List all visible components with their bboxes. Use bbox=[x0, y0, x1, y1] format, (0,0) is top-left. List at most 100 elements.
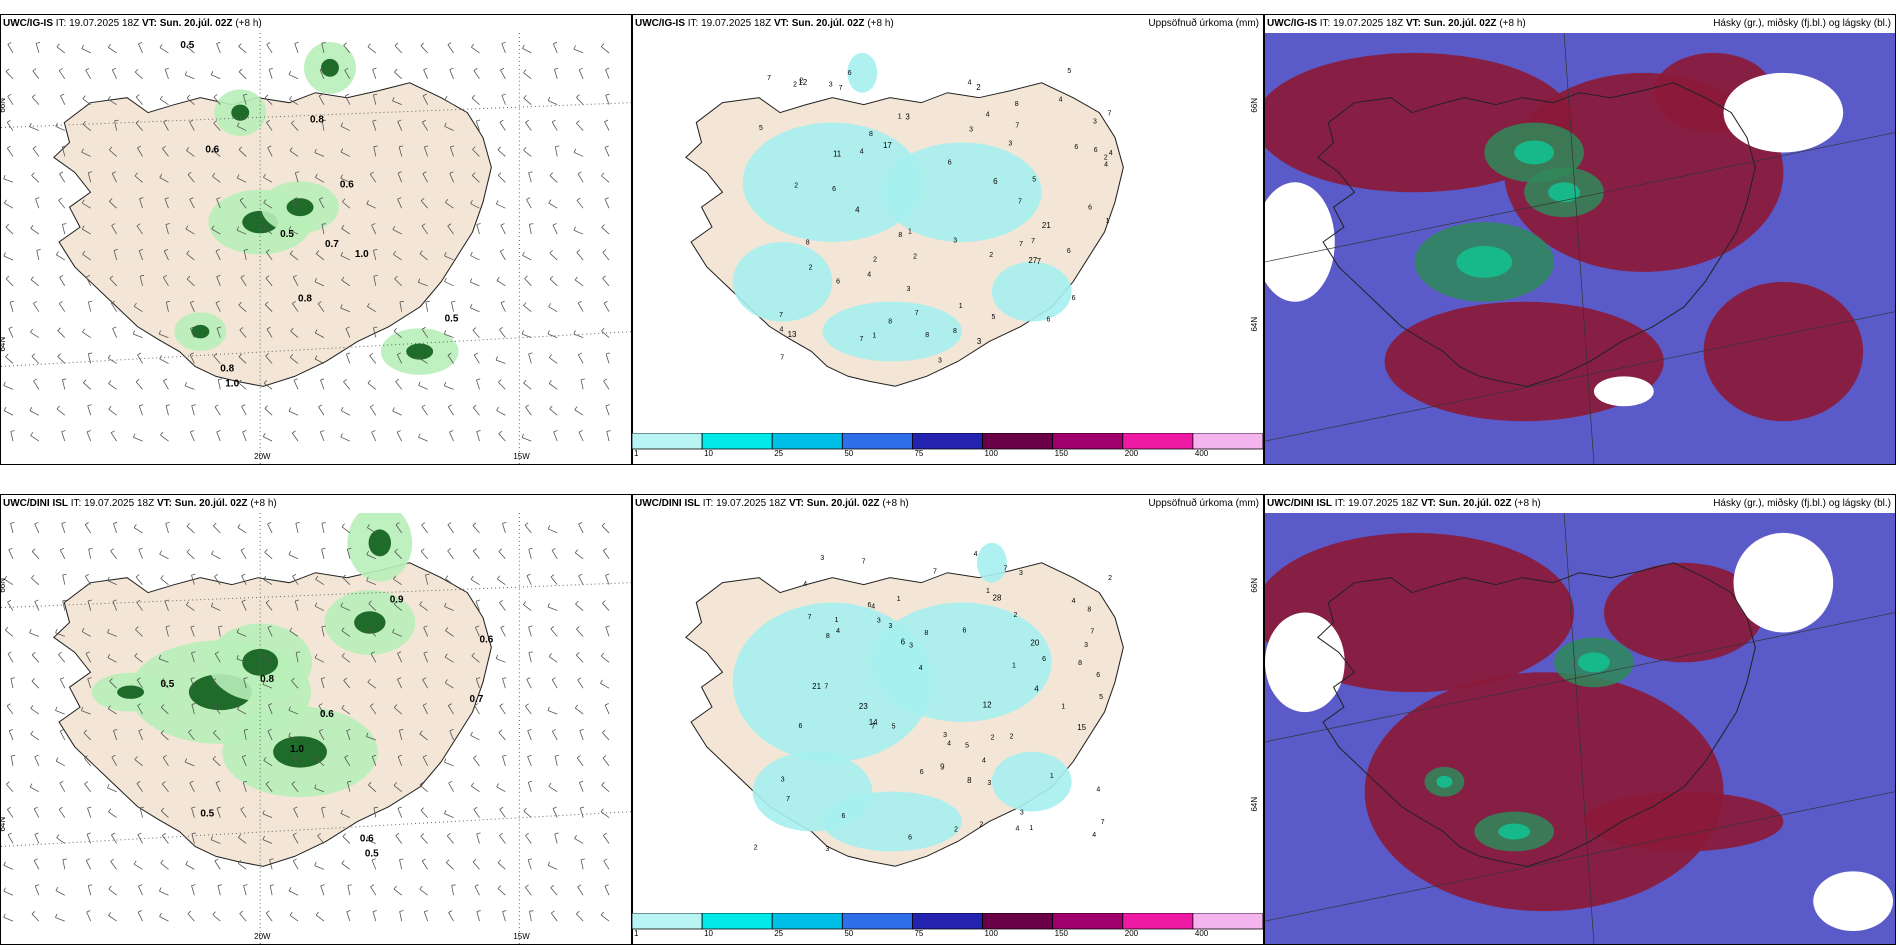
wind-barb bbox=[185, 74, 195, 80]
wind-barb bbox=[30, 228, 40, 235]
wind-barb bbox=[524, 524, 532, 534]
wind-barb bbox=[191, 405, 195, 416]
wind-barb bbox=[547, 710, 558, 715]
wind-barb bbox=[317, 835, 325, 844]
wind-barb bbox=[292, 276, 299, 287]
wind-barb bbox=[8, 549, 14, 559]
wind-barb bbox=[159, 553, 169, 560]
colorbar-tick-label: 10 bbox=[704, 449, 713, 457]
wind-barb bbox=[576, 200, 584, 209]
wind-barb bbox=[601, 525, 610, 534]
wind-barb bbox=[315, 253, 325, 261]
wind-barb bbox=[422, 121, 428, 131]
precip-core bbox=[286, 198, 314, 217]
wind-barb bbox=[31, 175, 40, 183]
graticule-label: 64N bbox=[1, 337, 7, 352]
wind-barb bbox=[59, 782, 66, 792]
wind-barb bbox=[368, 784, 377, 793]
wind-barb bbox=[347, 885, 351, 896]
wind-barb bbox=[87, 678, 92, 689]
svg-text:7: 7 bbox=[859, 336, 863, 343]
wind-barb bbox=[211, 606, 221, 611]
wind-barb bbox=[521, 333, 532, 338]
wind-barb bbox=[601, 46, 610, 54]
panel-header: UWC/DINI ISL IT: 19.07.2025 18Z VT: Sun.… bbox=[635, 498, 1259, 509]
svg-text:1: 1 bbox=[959, 303, 963, 310]
wind-barb bbox=[213, 96, 221, 105]
wind-barb bbox=[366, 203, 376, 209]
wind-barb bbox=[8, 730, 14, 741]
svg-text:6: 6 bbox=[948, 160, 952, 167]
wind-barb bbox=[419, 888, 428, 896]
wind-barb bbox=[499, 122, 506, 131]
svg-text:3: 3 bbox=[969, 126, 973, 133]
colorbar-swatch bbox=[1192, 433, 1263, 450]
wind-barb bbox=[525, 406, 532, 416]
precip-value-label: 0.7 bbox=[325, 239, 339, 250]
wind-barb bbox=[236, 632, 247, 637]
wind-barb bbox=[604, 198, 610, 209]
wind-barb bbox=[475, 121, 480, 131]
wind-barb bbox=[372, 94, 377, 105]
svg-text:4: 4 bbox=[1059, 97, 1063, 104]
wind-barb bbox=[318, 95, 325, 105]
wind-barb bbox=[218, 626, 221, 637]
wind-barb bbox=[578, 782, 584, 792]
wind-barb bbox=[159, 358, 169, 364]
svg-text:1: 1 bbox=[835, 617, 839, 624]
high-cloud-area bbox=[1703, 281, 1864, 422]
wind-barb bbox=[238, 382, 247, 390]
wind-barb bbox=[133, 436, 143, 442]
svg-text:8: 8 bbox=[1078, 660, 1082, 667]
wind-barb bbox=[81, 48, 91, 54]
wind-barb bbox=[423, 69, 429, 79]
wind-barb bbox=[422, 95, 429, 105]
graticule-label: 64N bbox=[1, 817, 7, 832]
wind-barb bbox=[268, 69, 273, 79]
wind-barb bbox=[397, 121, 403, 131]
wind-barb bbox=[31, 96, 40, 105]
wind-barb bbox=[340, 307, 351, 313]
precip-value-label: 0.5 bbox=[445, 314, 459, 325]
svg-text:1: 1 bbox=[986, 588, 990, 595]
svg-text:1: 1 bbox=[908, 228, 912, 235]
wind-barb bbox=[31, 356, 40, 364]
wind-barb bbox=[577, 886, 584, 896]
wind-barb bbox=[372, 69, 377, 79]
wind-barb bbox=[30, 435, 40, 442]
panel-header: UWC/IG-IS IT: 19.07.2025 18Z VT: Sun. 20… bbox=[3, 18, 262, 29]
wind-barb bbox=[212, 150, 221, 157]
wind-barb bbox=[548, 357, 558, 364]
wind-barb bbox=[528, 172, 532, 183]
precip-value-label: 7 bbox=[1037, 257, 1042, 266]
precip-core bbox=[242, 648, 279, 676]
wind-barb bbox=[371, 859, 377, 870]
wind-barb bbox=[394, 278, 403, 287]
wind-barb bbox=[34, 834, 40, 844]
wind-barb bbox=[288, 410, 299, 416]
wind-barb bbox=[29, 126, 40, 131]
colorbar-tick-label: 25 bbox=[774, 449, 783, 457]
wind-barb bbox=[55, 917, 65, 922]
clear-sky-area bbox=[1593, 376, 1654, 407]
precip-value-label: 0.5 bbox=[180, 40, 194, 51]
svg-text:3: 3 bbox=[987, 780, 991, 787]
svg-text:6: 6 bbox=[848, 70, 852, 77]
wind-barb bbox=[447, 550, 454, 560]
wind-barb bbox=[138, 549, 143, 559]
wind-barb bbox=[242, 782, 247, 792]
wind-barb bbox=[29, 632, 40, 637]
wind-barb bbox=[135, 629, 143, 637]
wind-barb bbox=[159, 890, 169, 896]
colorbar-swatch bbox=[771, 913, 843, 930]
wind-barb bbox=[110, 550, 117, 560]
wind-barb bbox=[392, 410, 402, 416]
svg-text:1: 1 bbox=[1012, 663, 1016, 670]
svg-text:7: 7 bbox=[779, 312, 783, 319]
wind-barb bbox=[81, 710, 91, 715]
colorbar-swatch bbox=[632, 433, 703, 450]
wind-barb bbox=[109, 201, 117, 209]
wind-barb bbox=[419, 785, 428, 793]
wind-barb bbox=[135, 576, 143, 585]
wind-barb bbox=[343, 680, 351, 689]
